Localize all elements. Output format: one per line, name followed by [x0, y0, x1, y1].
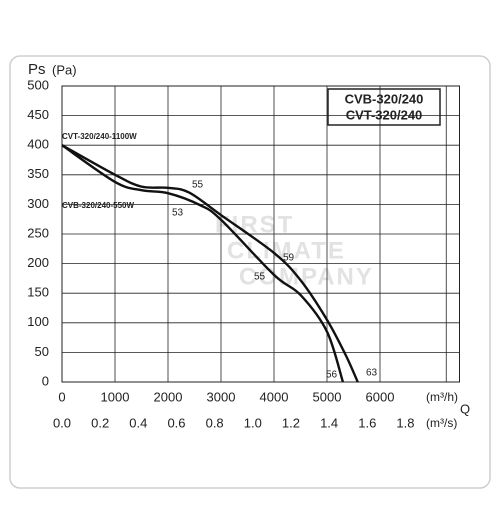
x-tick-label: 1000 [101, 389, 130, 404]
y-unit: (Pa) [52, 62, 77, 77]
curve [61, 144, 345, 383]
model: CVT-320/240 [346, 107, 423, 122]
y-tick-label: 100 [27, 314, 49, 329]
y-tick-label: 200 [27, 255, 49, 270]
y-label: Ps [28, 61, 46, 78]
x-tick-label: 2000 [154, 389, 183, 404]
y-tick-label: 300 [27, 196, 49, 211]
curve [61, 144, 359, 383]
x-tick-label: 4000 [260, 389, 289, 404]
x2-tick-label: 1.8 [396, 415, 414, 430]
x2-tick-label: 1.4 [320, 415, 338, 430]
model-box [327, 88, 441, 126]
annotation: 59 [283, 253, 295, 264]
x2-tick-label: 1.6 [358, 415, 376, 430]
x-unit: (m³/h) [426, 390, 458, 404]
x2-tick-label: 1.0 [244, 415, 262, 430]
x2-tick-label: 0.4 [129, 415, 147, 430]
x-tick-label: 3000 [207, 389, 236, 404]
annotation: 53 [172, 208, 184, 219]
y-tick-label: 50 [35, 344, 49, 359]
x2-unit: (m³/s) [426, 416, 457, 430]
y-tick-label: 350 [27, 166, 49, 181]
x-tick-label: 5000 [313, 389, 342, 404]
y-tick-label: 150 [27, 285, 49, 300]
x2-tick-label: 1.2 [282, 415, 300, 430]
annotation: 56 [326, 370, 338, 381]
y-tick-label: 0 [42, 373, 49, 388]
series-label: CVT-320/240-1100W [62, 132, 137, 141]
y-tick-label: 400 [27, 137, 49, 152]
y-tick-label: 500 [27, 77, 49, 92]
x2-tick-label: 0.0 [53, 415, 71, 430]
frame [9, 55, 491, 489]
watermark-text: CLIMATE [227, 237, 346, 264]
model: CVB-320/240 [345, 91, 424, 106]
x-tick-label: 0 [58, 389, 65, 404]
x-symbol: Q [460, 401, 470, 416]
annotation: 63 [366, 368, 378, 379]
annotation: 55 [254, 272, 266, 283]
x-tick-label: 6000 [366, 389, 395, 404]
x2-tick-label: 0.2 [91, 415, 109, 430]
annotation: 55 [192, 180, 204, 191]
plot-border [61, 85, 460, 383]
x2-tick-label: 0.6 [167, 415, 185, 430]
x2-tick-label: 0.8 [206, 415, 224, 430]
series-label: CVB-320/240-550W [62, 201, 134, 210]
y-tick-label: 450 [27, 107, 49, 122]
y-tick-label: 250 [27, 225, 49, 240]
